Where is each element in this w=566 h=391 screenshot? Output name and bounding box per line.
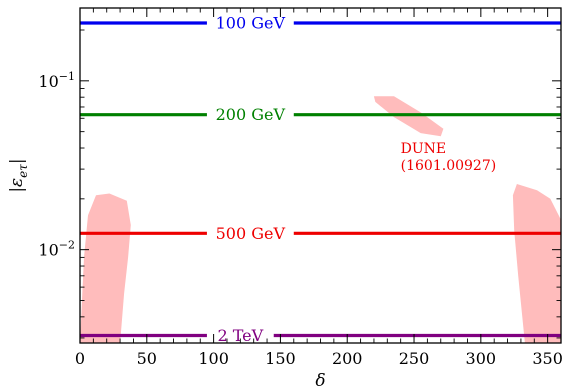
y-tick-exp: −2 bbox=[59, 239, 75, 252]
dune-region-0 bbox=[80, 194, 131, 344]
series-label-1: 200 GeV bbox=[216, 105, 286, 124]
x-axis-label: δ bbox=[315, 371, 325, 391]
annotation-line-0: DUNE bbox=[401, 141, 447, 157]
dune-region-2 bbox=[513, 184, 561, 343]
x-tick-label: 0 bbox=[75, 349, 85, 368]
x-tick-label: 350 bbox=[532, 349, 563, 368]
x-tick-label: 300 bbox=[466, 349, 497, 368]
tick-layer bbox=[80, 8, 561, 343]
y-tick-base: 10 bbox=[38, 72, 58, 91]
y-axis-label-subscript: eτ bbox=[16, 164, 30, 178]
y-tick-exp: −1 bbox=[59, 70, 75, 83]
annotation-layer: DUNE (1601.00927) bbox=[401, 141, 497, 174]
y-tick-base: 10 bbox=[38, 241, 58, 260]
y-axis-label: |εeτ| bbox=[7, 158, 30, 192]
y-tick-label: 10−2 bbox=[38, 239, 75, 260]
y-axis-label-main: |ε bbox=[7, 178, 27, 193]
y-tick-label: 10−1 bbox=[38, 70, 75, 91]
y-axis-label-end: | bbox=[7, 158, 27, 164]
x-tick-label: 150 bbox=[265, 349, 296, 368]
series-label-2: 500 GeV bbox=[216, 224, 286, 243]
region-layer bbox=[80, 96, 561, 343]
x-tick-label: 100 bbox=[198, 349, 229, 368]
plot-frame bbox=[80, 8, 561, 343]
x-tick-label: 50 bbox=[137, 349, 157, 368]
annotation-0: DUNE (1601.00927) bbox=[401, 141, 497, 174]
x-tick-label: 250 bbox=[399, 349, 430, 368]
x-tick-label: 200 bbox=[332, 349, 363, 368]
series-label-0: 100 GeV bbox=[216, 14, 286, 33]
annotation-line-1: (1601.00927) bbox=[401, 158, 497, 174]
